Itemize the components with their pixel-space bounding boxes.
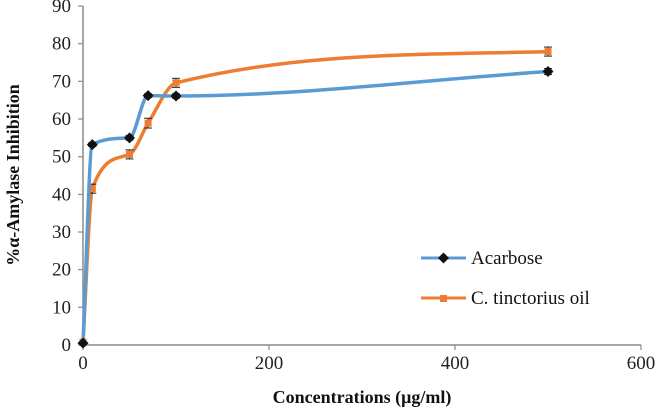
y-tick-label: 80 (52, 34, 71, 55)
x-tick-label: 400 (441, 353, 470, 374)
data-point (544, 48, 552, 56)
y-tick-label: 60 (52, 109, 71, 130)
data-point (542, 66, 554, 78)
y-axis-title: %α-Amylase Inhibition (3, 84, 23, 266)
series-acarbose (77, 66, 554, 349)
series-layer (77, 46, 554, 349)
data-point (86, 139, 98, 151)
x-axis-title: Concentrations (μg/ml) (273, 387, 452, 408)
data-point (88, 185, 96, 193)
data-point (144, 119, 152, 127)
data-point (124, 132, 135, 144)
legend-marker-c-tinctorius-oil (440, 295, 447, 302)
y-tick-label: 50 (52, 147, 71, 168)
x-tick-label: 200 (255, 353, 284, 374)
data-point (172, 79, 180, 87)
series-line-acarbose (81, 69, 550, 345)
y-tick-label: 20 (52, 260, 71, 281)
y-tick-label: 30 (52, 222, 71, 243)
legend-label-acarbose: Acarbose (471, 248, 543, 269)
legend: Acarbose C. tinctorius oil (421, 248, 590, 309)
data-point (126, 150, 133, 158)
legend-marker-acarbose (438, 252, 449, 264)
y-tick-label: 0 (62, 335, 72, 356)
axes (82, 6, 641, 346)
data-point (77, 337, 89, 349)
legend-label-c-tinctorius-oil: C. tinctorius oil (471, 288, 590, 309)
y-tick-label: 90 (52, 0, 71, 17)
y-tick-label: 70 (52, 71, 71, 92)
x-tick-label: 0 (78, 353, 88, 374)
data-point (170, 90, 182, 102)
y-tick-label: 40 (52, 184, 71, 205)
tick-labels: 0 10 20 30 40 50 60 70 80 90 0 200 400 600 (52, 0, 655, 374)
y-tick-label: 10 (52, 297, 71, 318)
x-tick-label: 600 (627, 353, 656, 374)
data-point (142, 90, 154, 102)
